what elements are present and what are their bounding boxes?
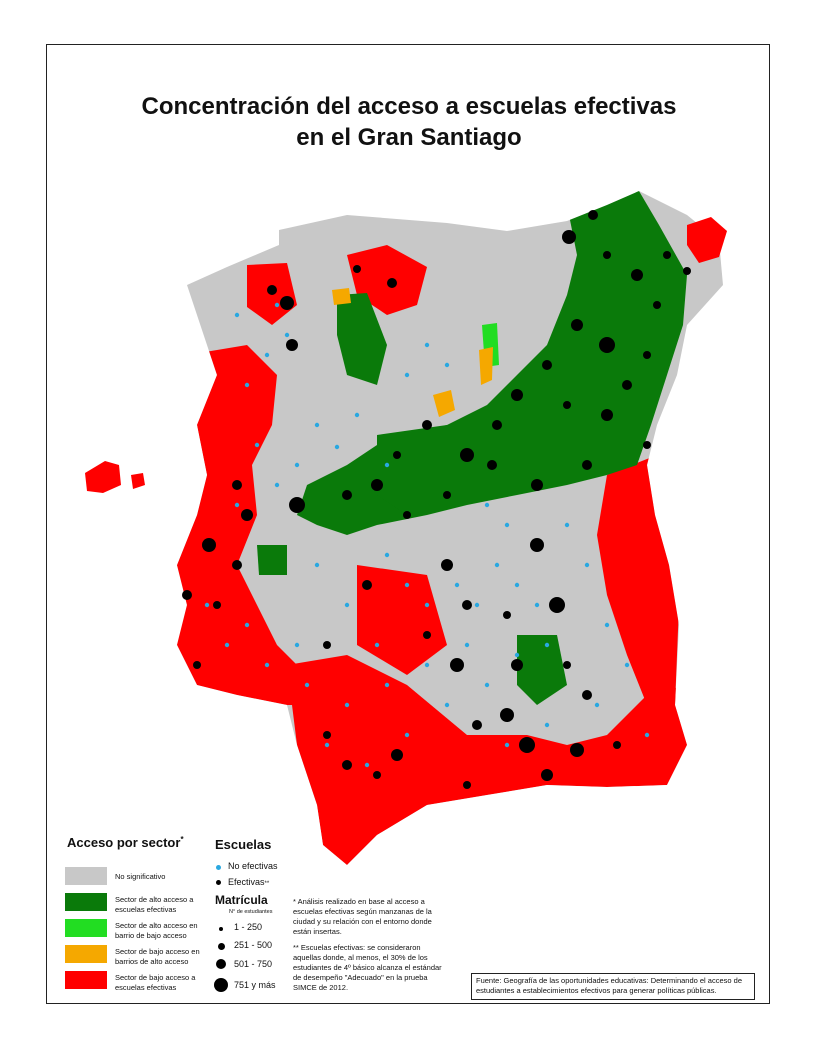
legend-swatch-bajo-acceso (65, 971, 107, 989)
legend-label-no-efectivas: No efectivas (228, 861, 278, 871)
legend-label-alto-en-bajo: Sector de alto acceso en barrio de bajo … (115, 921, 198, 940)
legend-sector-heading: Acceso por sector* (67, 835, 184, 850)
area-bajo-acceso-rural-oeste (85, 461, 121, 493)
legend-sector-heading-text: Acceso por sector (67, 835, 181, 850)
title-line-1: Concentración del acceso a escuelas efec… (141, 93, 677, 120)
legend-size-dot-4 (214, 978, 228, 992)
map-title: Concentración del acceso a escuelas efec… (47, 91, 769, 153)
legend-label-bajo-acceso: Sector de bajo acceso a escuelas efectiv… (115, 973, 196, 992)
legend-label-no-significativo: No significativo (115, 872, 166, 881)
legend-matricula-heading: Matrícula (215, 893, 268, 907)
area-bajo-acceso-sur (287, 655, 687, 865)
area-alto-acceso-sur (517, 635, 567, 705)
santiago-map (85, 191, 727, 865)
area-bajo-en-alto-1 (433, 390, 455, 417)
schools-no-efectivas (204, 302, 650, 768)
legend-matricula-subheading: N° de estudiantes (229, 909, 273, 915)
area-bajo-acceso-suroeste (177, 565, 307, 705)
legend-size-label-2: 251 - 500 (234, 940, 273, 950)
legend-size-dot-3 (216, 959, 226, 969)
note-escuelas-efectivas: ** Escuelas efectivas: se consideraron a… (293, 943, 442, 992)
legend-size-label-3: 501 - 750 (234, 959, 273, 969)
legend-dot-efectivas (216, 880, 221, 885)
legend-swatch-bajo-en-alto (65, 945, 107, 963)
legend-dot-no-efectivas (216, 865, 221, 870)
legend-swatch-alto-en-bajo (65, 919, 107, 937)
legend-label-efectivas: Efectivas** (228, 877, 269, 887)
map-frame: Concentración del acceso a escuelas efec… (46, 44, 770, 1004)
legend-label-efectivas-text: Efectivas (228, 877, 265, 887)
schools-efectivas (182, 210, 691, 789)
legend-sector-heading-mark: * (180, 835, 184, 844)
legend-swatch-no-significativo (65, 867, 107, 885)
area-bajo-acceso-noreste (687, 217, 727, 263)
legend-label-bajo-en-alto: Sector de bajo acceso en barrios de alto… (115, 947, 200, 966)
area-bajo-en-alto-3 (332, 288, 351, 305)
legend-label-alto-acceso: Sector de alto acceso a escuelas efectiv… (115, 895, 194, 914)
area-alto-acceso-norte (337, 293, 387, 385)
note-analisis: * Análisis realizado en base al acceso a… (293, 897, 432, 936)
area-bajo-en-alto-2 (479, 347, 493, 385)
legend-size-dot-2 (218, 943, 225, 950)
legend-escuelas-heading: Escuelas (215, 837, 272, 852)
title-line-2: en el Gran Santiago (296, 124, 522, 151)
legend-label-efectivas-mark: ** (264, 881, 270, 887)
area-bajo-acceso-rural-oeste-2 (131, 473, 145, 489)
area-bajo-acceso-centro-sur (357, 565, 447, 675)
area-alto-acceso-oeste (257, 545, 287, 575)
legend-size-label-1: 1 - 250 (234, 922, 263, 932)
source-box: Fuente: Geografía de las oportunidades e… (471, 973, 755, 1000)
legend-size-dot-1 (219, 927, 223, 931)
legend-swatch-alto-acceso (65, 893, 107, 911)
legend-size-label-4: 751 y más (234, 980, 276, 990)
